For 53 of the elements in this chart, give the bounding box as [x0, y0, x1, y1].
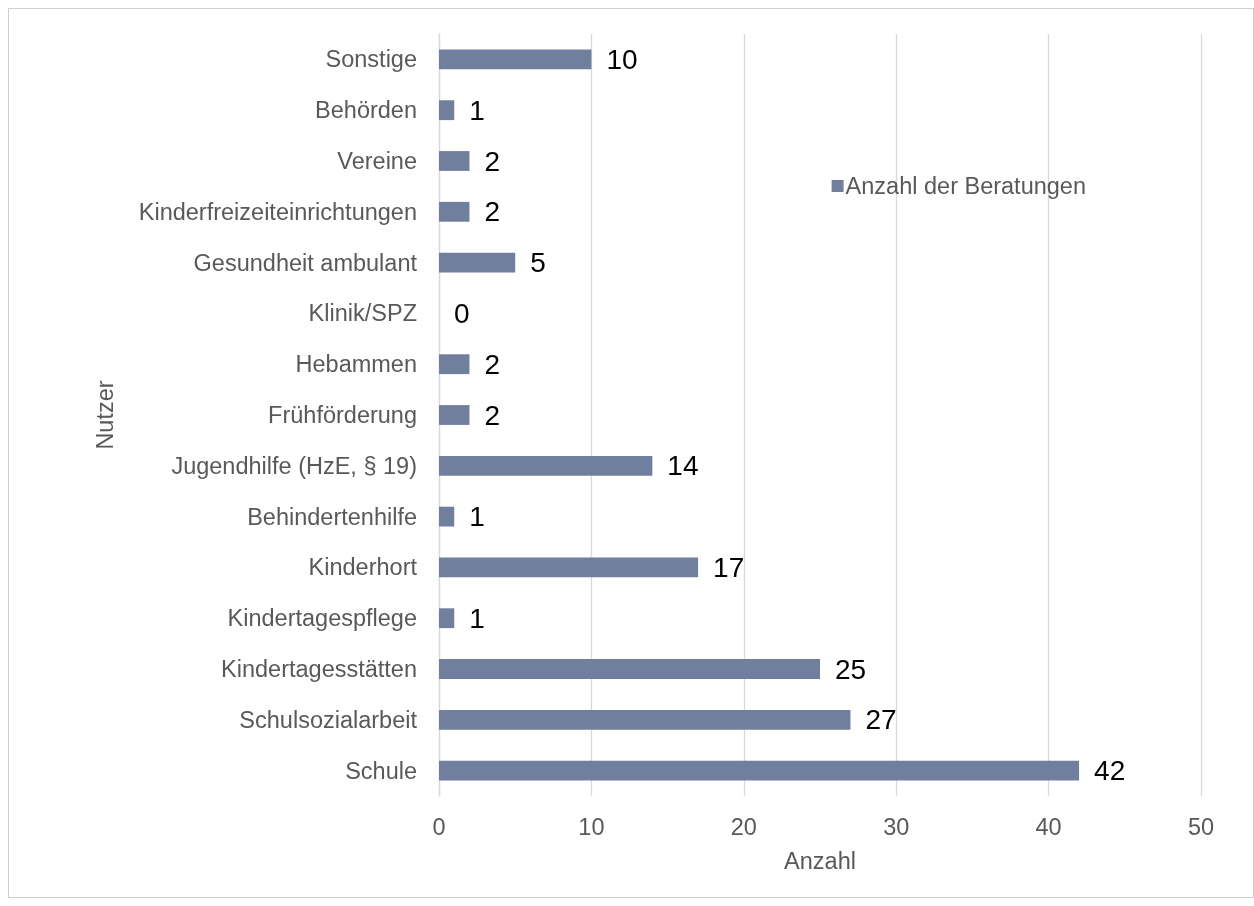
bar — [439, 608, 455, 629]
bar — [439, 557, 699, 578]
data-label: 42 — [1094, 755, 1126, 787]
bar — [439, 151, 470, 171]
y-tick-label: Kinderfreizeiteinrichtungen — [138, 198, 417, 225]
bar — [439, 455, 653, 476]
x-tick-label: 50 — [1187, 814, 1215, 840]
y-tick-label: Vereine — [337, 148, 417, 174]
y-tick-label: Klinik/SPZ — [308, 300, 417, 327]
x-tick-label: 0 — [432, 814, 446, 840]
bar — [439, 760, 1080, 781]
bar — [439, 354, 470, 375]
data-label: 1 — [469, 501, 485, 533]
y-tick-label: Schule — [345, 757, 417, 784]
bar — [439, 506, 455, 527]
data-label: 2 — [484, 348, 501, 380]
data-label: 17 — [713, 551, 745, 583]
y-tick-label: Behindertenhilfe — [247, 503, 417, 530]
y-tick-label: Frühförderung — [268, 402, 417, 428]
data-label: 2 — [484, 196, 501, 228]
y-tick-label: Kindertagesstätten — [221, 656, 417, 682]
data-label: 1 — [469, 602, 485, 634]
x-tick-label: 20 — [730, 814, 757, 840]
data-label: 1 — [469, 94, 485, 126]
data-label: 14 — [667, 450, 699, 482]
data-label: 2 — [484, 399, 501, 431]
bar — [439, 100, 455, 121]
y-tick-label: Behörden — [315, 97, 417, 124]
y-tick-label: Kindertagespflege — [227, 605, 417, 632]
bar — [439, 49, 592, 70]
bar — [439, 252, 516, 273]
y-axis-title: Nutzer — [92, 380, 118, 450]
data-label: 5 — [530, 247, 546, 279]
data-label: 0 — [454, 297, 470, 329]
data-label: 10 — [606, 43, 638, 75]
bar — [439, 201, 470, 222]
bar — [439, 709, 851, 730]
y-tick-label: Hebammen — [295, 351, 417, 378]
y-tick-label: Jugendhilfe (HzE, § 19) — [171, 452, 417, 479]
y-tick-label: Schulsozialarbeit — [239, 706, 418, 733]
y-tick-label: Gesundheit ambulant — [193, 249, 418, 276]
legend-label: Anzahl der Beratungen — [845, 173, 1087, 199]
x-tick-label: 10 — [578, 814, 605, 840]
bar — [439, 659, 820, 679]
data-label: 27 — [865, 704, 897, 736]
data-label: 25 — [835, 653, 867, 685]
x-tick-label: 40 — [1035, 814, 1062, 840]
y-tick-label: Kinderhort — [308, 554, 418, 581]
bar — [439, 405, 470, 425]
y-tick-label: Sonstige — [325, 46, 417, 73]
data-label: 2 — [484, 145, 501, 177]
x-axis-title: Anzahl — [784, 848, 856, 874]
x-tick-label: 30 — [883, 814, 910, 840]
